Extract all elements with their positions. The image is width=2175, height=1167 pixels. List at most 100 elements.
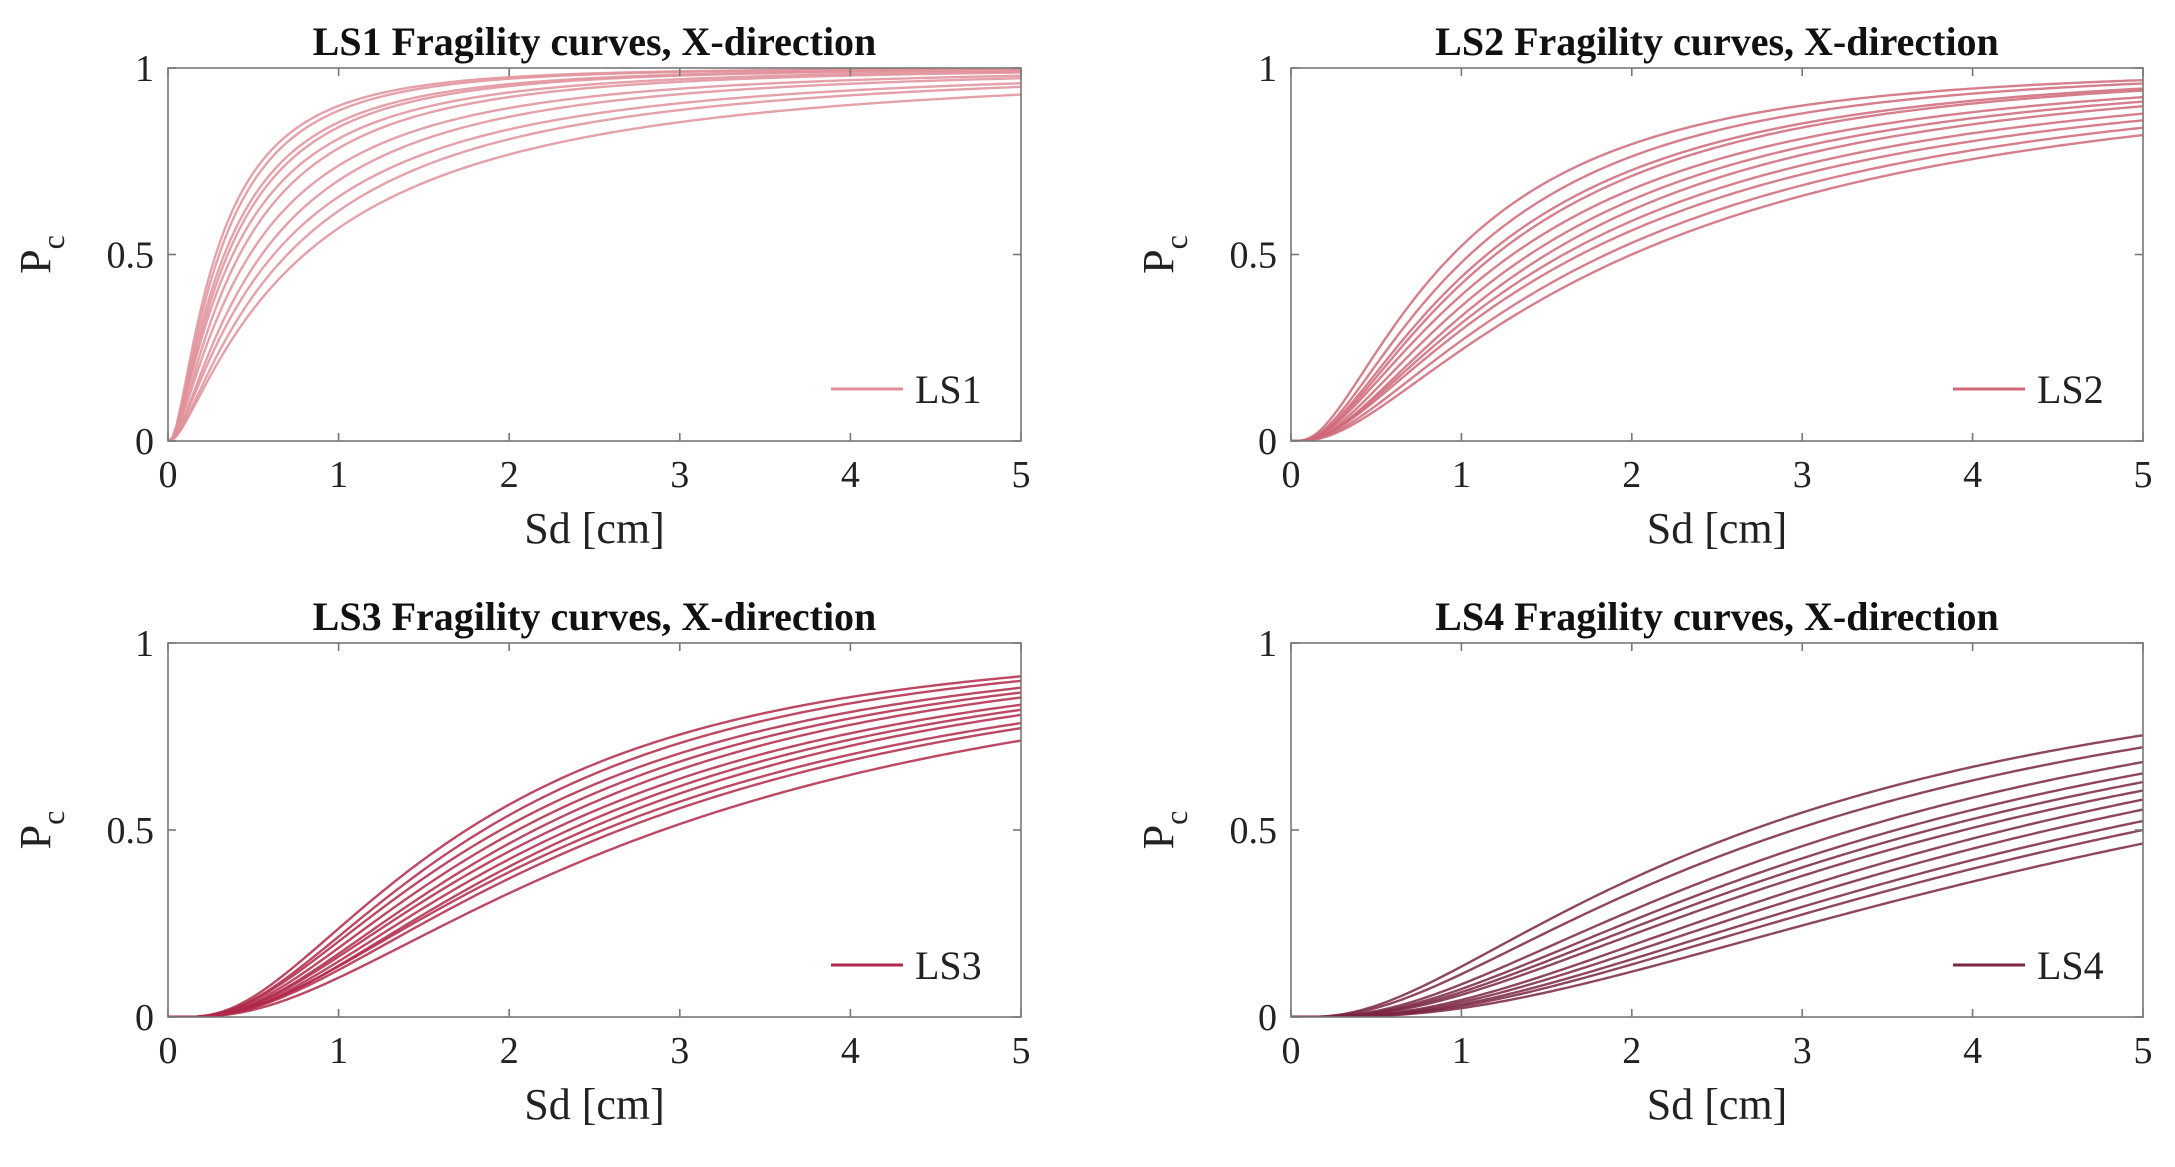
x-tick-label: 0 — [1282, 1030, 1301, 1072]
y-tick-label: 1 — [1258, 48, 1277, 90]
x-tick-label: 3 — [670, 454, 689, 496]
fragility-curve — [168, 691, 1021, 1017]
x-tick-label: 4 — [841, 454, 860, 496]
fragility-curve — [1291, 78, 2143, 441]
fragility-curve — [1291, 828, 2143, 1017]
curves-group — [1291, 734, 2143, 1017]
y-tick-label: 0.5 — [1230, 235, 1278, 277]
fragility-curve — [1291, 126, 2143, 441]
x-tick-label: 3 — [1793, 1030, 1812, 1072]
fragility-curve — [168, 726, 1021, 1017]
fragility-curve — [168, 82, 1021, 441]
x-tick-label: 4 — [841, 1030, 860, 1072]
fragility-curve — [168, 85, 1021, 441]
fragility-curve — [1291, 95, 2143, 441]
chart-title: LS2 Fragility curves, X-direction — [1435, 19, 1999, 64]
legend-label: LS4 — [2037, 943, 2104, 988]
legend-label: LS2 — [2037, 367, 2104, 412]
fragility-curve — [1291, 798, 2143, 1017]
fragility-curve — [168, 74, 1021, 441]
fragility-curve — [1291, 780, 2143, 1017]
legend-label: LS1 — [915, 367, 982, 412]
y-tick-label: 1 — [135, 48, 154, 90]
y-axis-label: Pc — [1134, 811, 1194, 850]
fragility-curve — [1291, 746, 2143, 1017]
fragility-curve — [1291, 82, 2143, 441]
curves-group — [168, 675, 1021, 1017]
y-tick-label: 0.5 — [107, 235, 155, 277]
fragility-curve — [168, 68, 1021, 441]
y-axis-label-main: P — [1134, 249, 1183, 273]
x-tick-label: 2 — [1622, 454, 1641, 496]
x-axis-label: Sd [cm] — [1647, 1080, 1788, 1129]
y-tick-label: 0 — [1258, 421, 1277, 463]
fragility-curve — [1291, 808, 2143, 1017]
fragility-curve — [1291, 772, 2143, 1017]
axes-box — [167, 67, 1022, 442]
y-tick-label: 1 — [135, 623, 154, 665]
panel-ls4: LS4 Fragility curves, X-direction 0 1 2 3 4 5 0… — [1134, 594, 2153, 1129]
fragility-curve — [168, 686, 1021, 1017]
fragility-curve — [168, 703, 1021, 1017]
fragility-curve — [168, 739, 1021, 1017]
fragility-curve — [1291, 89, 2143, 441]
x-tick-label: 2 — [500, 454, 519, 496]
y-axis-label-main: P — [11, 825, 60, 849]
curves-group — [1291, 78, 2143, 441]
y-axis-label-sub: c — [1158, 811, 1194, 825]
fragility-curve — [1291, 760, 2143, 1017]
y-tick-label: 0 — [135, 421, 154, 463]
y-axis-label: Pc — [11, 235, 71, 274]
fragility-curve — [168, 71, 1021, 441]
panel-ls2: LS2 Fragility curves, X-direction 0 1 2 3 4 5 0… — [1134, 19, 2153, 553]
x-tick-label: 5 — [1012, 454, 1031, 496]
fragility-curve — [168, 708, 1021, 1017]
axes-box — [1290, 642, 2144, 1018]
fragility-curve — [168, 68, 1021, 441]
y-axis-label-sub: c — [35, 235, 71, 249]
x-tick-label: 4 — [1963, 1030, 1982, 1072]
fragility-curve — [1291, 112, 2143, 441]
y-axis-label-sub: c — [1158, 235, 1194, 249]
x-tick-label: 1 — [1452, 454, 1471, 496]
x-tick-label: 2 — [1622, 1030, 1641, 1072]
y-tick-label: 0 — [135, 997, 154, 1039]
chart-title: LS3 Fragility curves, X-direction — [313, 594, 877, 639]
fragility-curve — [1291, 842, 2143, 1017]
x-tick-label: 2 — [500, 1030, 519, 1072]
x-tick-label: 3 — [670, 1030, 689, 1072]
fragility-curve — [1291, 789, 2143, 1017]
y-tick-label: 0 — [1258, 997, 1277, 1039]
fragility-curve — [1291, 734, 2143, 1017]
x-tick-label: 0 — [1282, 454, 1301, 496]
y-axis-label-main: P — [11, 249, 60, 273]
legend-label: LS3 — [915, 943, 982, 988]
y-tick-label: 0.5 — [1230, 810, 1278, 852]
y-axis-label-main: P — [1134, 825, 1183, 849]
chart-title: LS4 Fragility curves, X-direction — [1435, 594, 1999, 639]
y-axis-label-sub: c — [35, 811, 71, 825]
fragility-curve — [168, 68, 1021, 441]
fragility-curve — [168, 70, 1021, 441]
x-tick-label: 0 — [159, 454, 178, 496]
y-tick-label: 1 — [1258, 623, 1277, 665]
x-tick-label: 1 — [329, 454, 348, 496]
x-tick-label: 1 — [329, 1030, 348, 1072]
x-tick-label: 3 — [1793, 454, 1812, 496]
fragility-curve — [1291, 105, 2143, 441]
y-tick-label: 0.5 — [107, 810, 155, 852]
x-tick-label: 4 — [1963, 454, 1982, 496]
y-axis-label: Pc — [11, 811, 71, 850]
fragility-curve — [1291, 119, 2143, 441]
x-tick-label: 5 — [2134, 454, 2153, 496]
fragility-curve — [1291, 87, 2143, 441]
x-tick-label: 5 — [1012, 1030, 1031, 1072]
fragility-curve — [1291, 133, 2143, 441]
x-axis-label: Sd [cm] — [1647, 504, 1788, 553]
axes-box — [167, 642, 1022, 1018]
x-axis-label: Sd [cm] — [524, 504, 665, 553]
x-axis-label: Sd [cm] — [524, 1080, 665, 1129]
y-axis-label: Pc — [1134, 235, 1194, 274]
fragility-curve — [168, 68, 1021, 441]
